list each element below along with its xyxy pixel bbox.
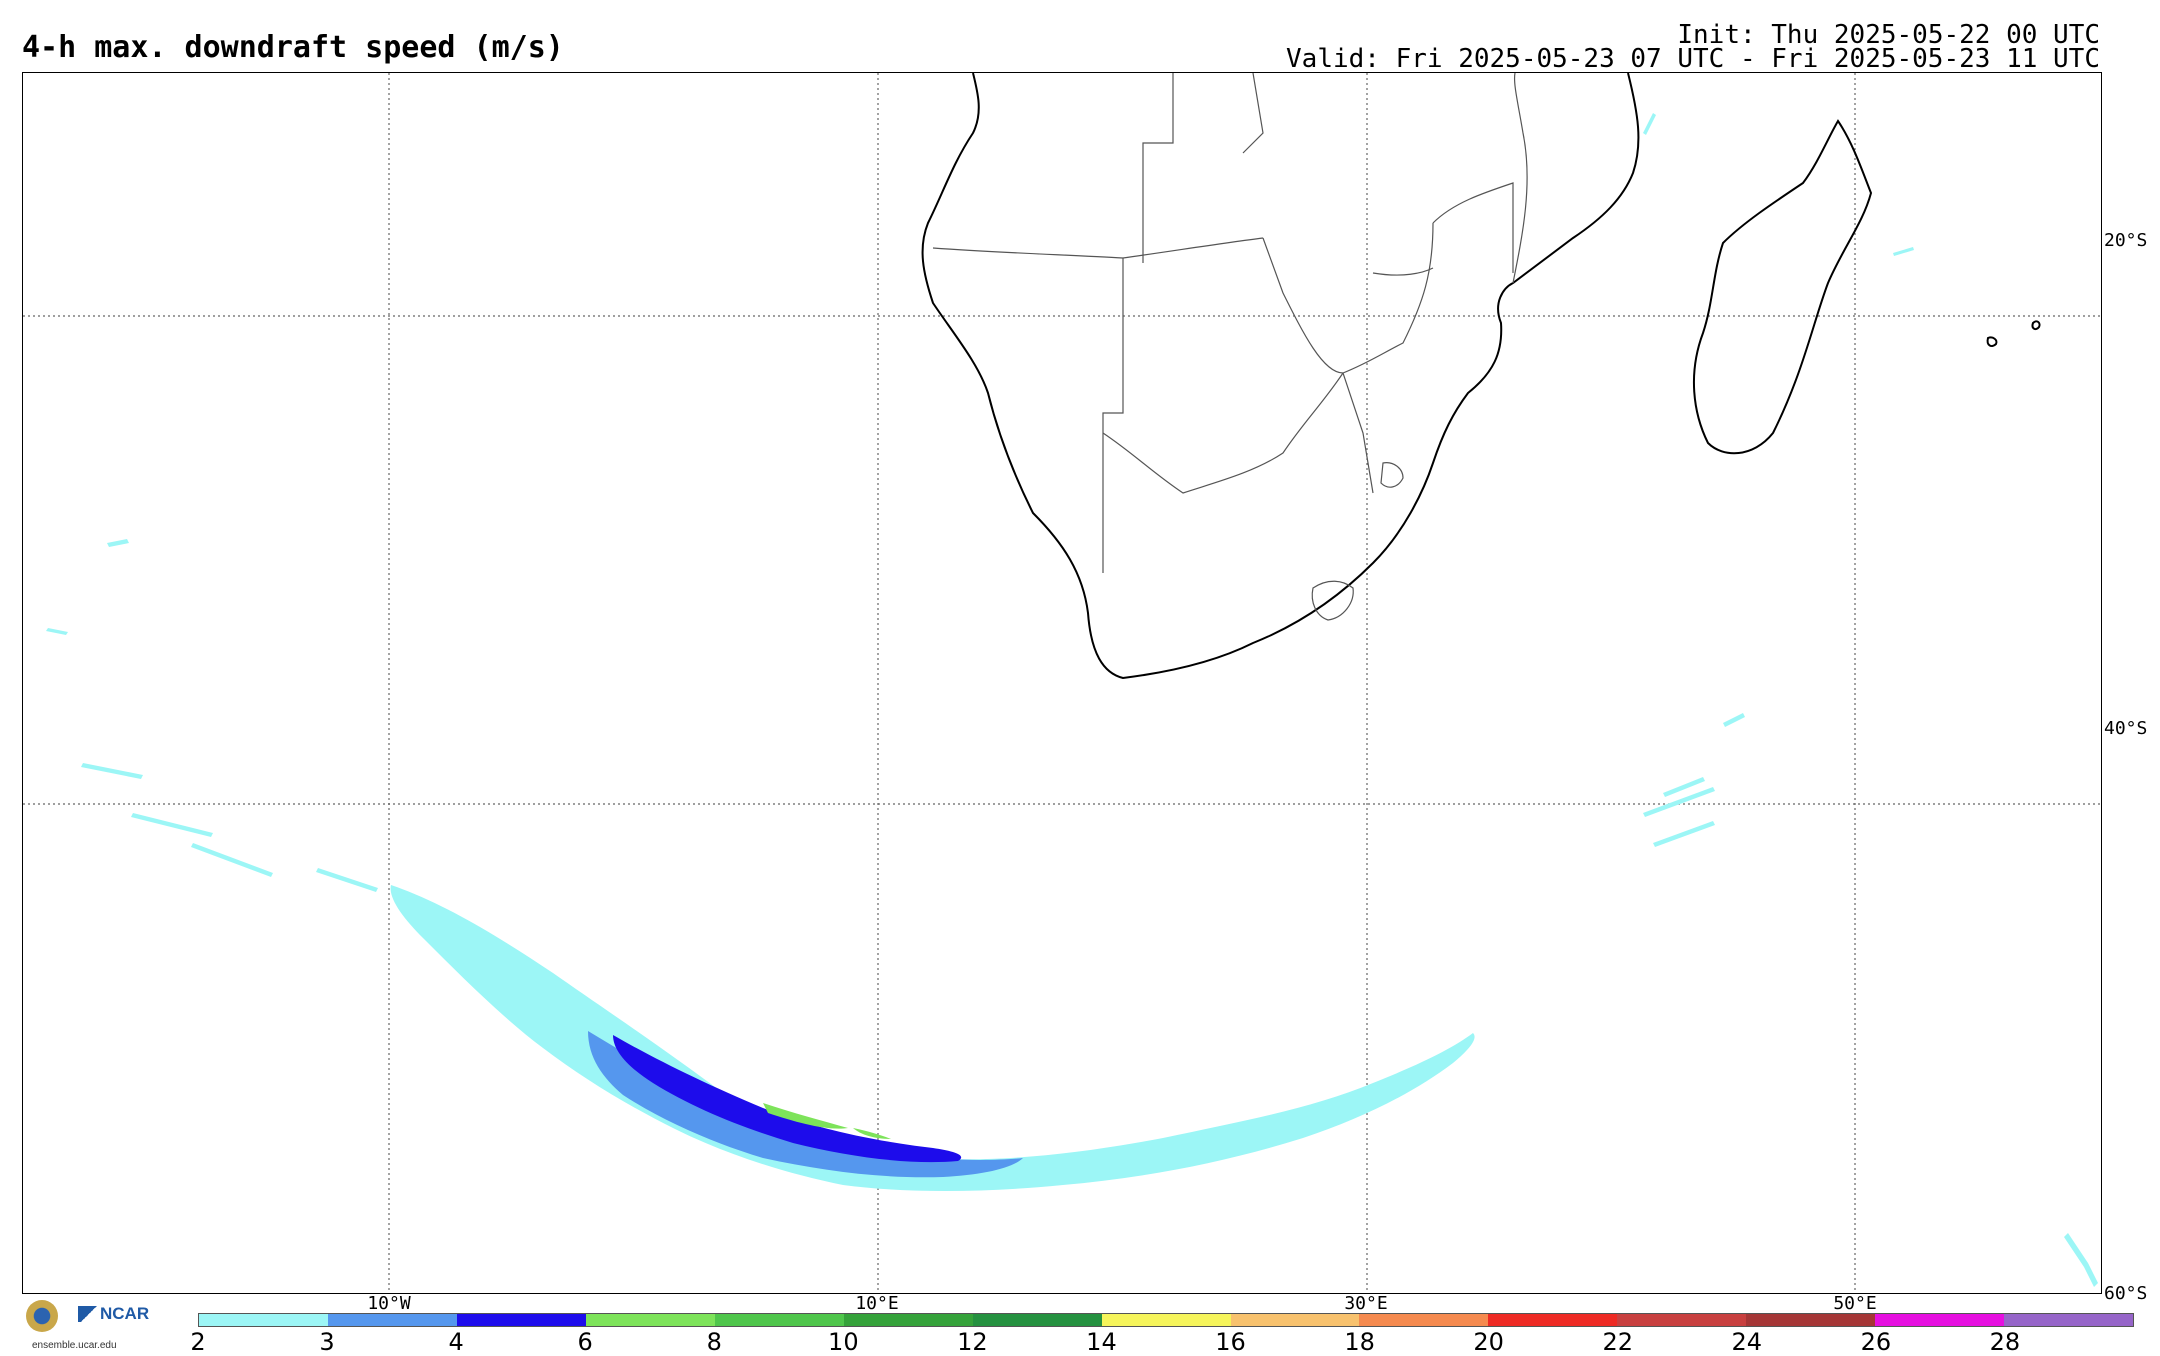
cell <box>81 763 143 779</box>
lon-label-30e: 30°E <box>1344 1293 1388 1314</box>
country-borders <box>932 73 1528 621</box>
contour-2-3 <box>390 885 1475 1191</box>
mauritius-coast <box>1986 336 1998 347</box>
logo-url: ensemble.ucar.edu <box>32 1340 117 1351</box>
lon-label-10w: 10°W <box>367 1293 411 1314</box>
valid-time: Valid: Fri 2025-05-23 07 UTC - Fri 2025-… <box>1286 44 2100 74</box>
cell <box>1653 821 1715 847</box>
lon-label-50e: 50°E <box>1833 1293 1877 1314</box>
contour-6-8 <box>763 1103 848 1129</box>
ncar-wordmark: NCAR <box>100 1304 150 1323</box>
contour-3-4 <box>588 1031 1023 1178</box>
colorbar-swatch <box>1230 1314 1360 1326</box>
map-panel <box>22 72 2102 1294</box>
lat-label-60s: 60°S <box>2104 1283 2148 1304</box>
contour-4-6 <box>613 1035 962 1163</box>
cell <box>1663 777 1705 797</box>
coastlines <box>921 73 2041 680</box>
reunion-coast <box>2031 320 2041 331</box>
contour-6-8b <box>853 1128 891 1139</box>
colorbar-swatch <box>2004 1314 2134 1326</box>
colorbar-swatch <box>327 1314 457 1326</box>
colorbar-swatch <box>585 1314 715 1326</box>
colorbar-swatch <box>1746 1314 1876 1326</box>
cell <box>107 539 129 547</box>
cell <box>1723 713 1745 727</box>
colorbar-swatch <box>972 1314 1102 1326</box>
colorbar-tick-label: 26 <box>1860 1328 1892 1356</box>
downdraft-field <box>46 113 2098 1287</box>
madagascar-coast <box>1693 119 1873 455</box>
gridlines <box>23 73 2101 1293</box>
lat-label-20s: 20°S <box>2104 230 2148 251</box>
init-time: Init: Thu 2025-05-22 00 UTC <box>1677 20 2100 50</box>
colorbar-swatch <box>199 1314 328 1326</box>
colorbar-tick-label: 28 <box>1989 1328 2021 1356</box>
colorbar-tick-label: 6 <box>577 1328 593 1356</box>
lon-label-10e: 10°E <box>855 1293 899 1314</box>
colorbar-swatch <box>1359 1314 1489 1326</box>
colorbar-tick-label: 4 <box>448 1328 464 1356</box>
colorbar-swatch <box>456 1314 586 1326</box>
nsf-ncar-logo: NCAR ensemble.ucar.edu <box>22 1298 157 1354</box>
nsf-seal-icon <box>26 1300 58 1332</box>
colorbar-swatch <box>1875 1314 2005 1326</box>
africa-coast <box>921 73 1640 680</box>
colorbar-swatch <box>1101 1314 1231 1326</box>
colorbar-swatch <box>714 1314 844 1326</box>
colorbar-tick-label: 3 <box>319 1328 335 1356</box>
lat-label-40s: 40°S <box>2104 718 2148 739</box>
cell <box>1893 247 1914 256</box>
cell <box>316 868 378 892</box>
colorbar <box>198 1313 2134 1327</box>
map-title: 4-h max. downdraft speed (m/s) <box>22 30 564 65</box>
colorbar-swatch <box>843 1314 973 1326</box>
colorbar-swatch <box>1488 1314 1618 1326</box>
colorbar-tick-label: 18 <box>1344 1328 1375 1356</box>
colorbar-tick-label: 20 <box>1473 1328 1504 1356</box>
cell <box>131 813 213 837</box>
cell <box>1643 787 1715 817</box>
cell <box>191 843 273 877</box>
map-canvas <box>23 73 2101 1293</box>
colorbar-tick-label: 16 <box>1215 1328 1246 1356</box>
cell <box>1643 113 1656 135</box>
cell <box>2064 1233 2098 1287</box>
colorbar-tick-label: 10 <box>828 1328 859 1356</box>
colorbar-tick-label: 2 <box>190 1328 206 1356</box>
colorbar-tick-label: 8 <box>706 1328 722 1356</box>
colorbar-tick-label: 22 <box>1602 1328 1633 1356</box>
colorbar-tick-label: 12 <box>957 1328 988 1356</box>
colorbar-tick-label: 24 <box>1731 1328 1763 1356</box>
cell <box>46 628 68 635</box>
ncar-mark-icon <box>78 1306 100 1322</box>
colorbar-tick-label: 14 <box>1086 1328 1117 1356</box>
colorbar-swatch <box>1617 1314 1747 1326</box>
